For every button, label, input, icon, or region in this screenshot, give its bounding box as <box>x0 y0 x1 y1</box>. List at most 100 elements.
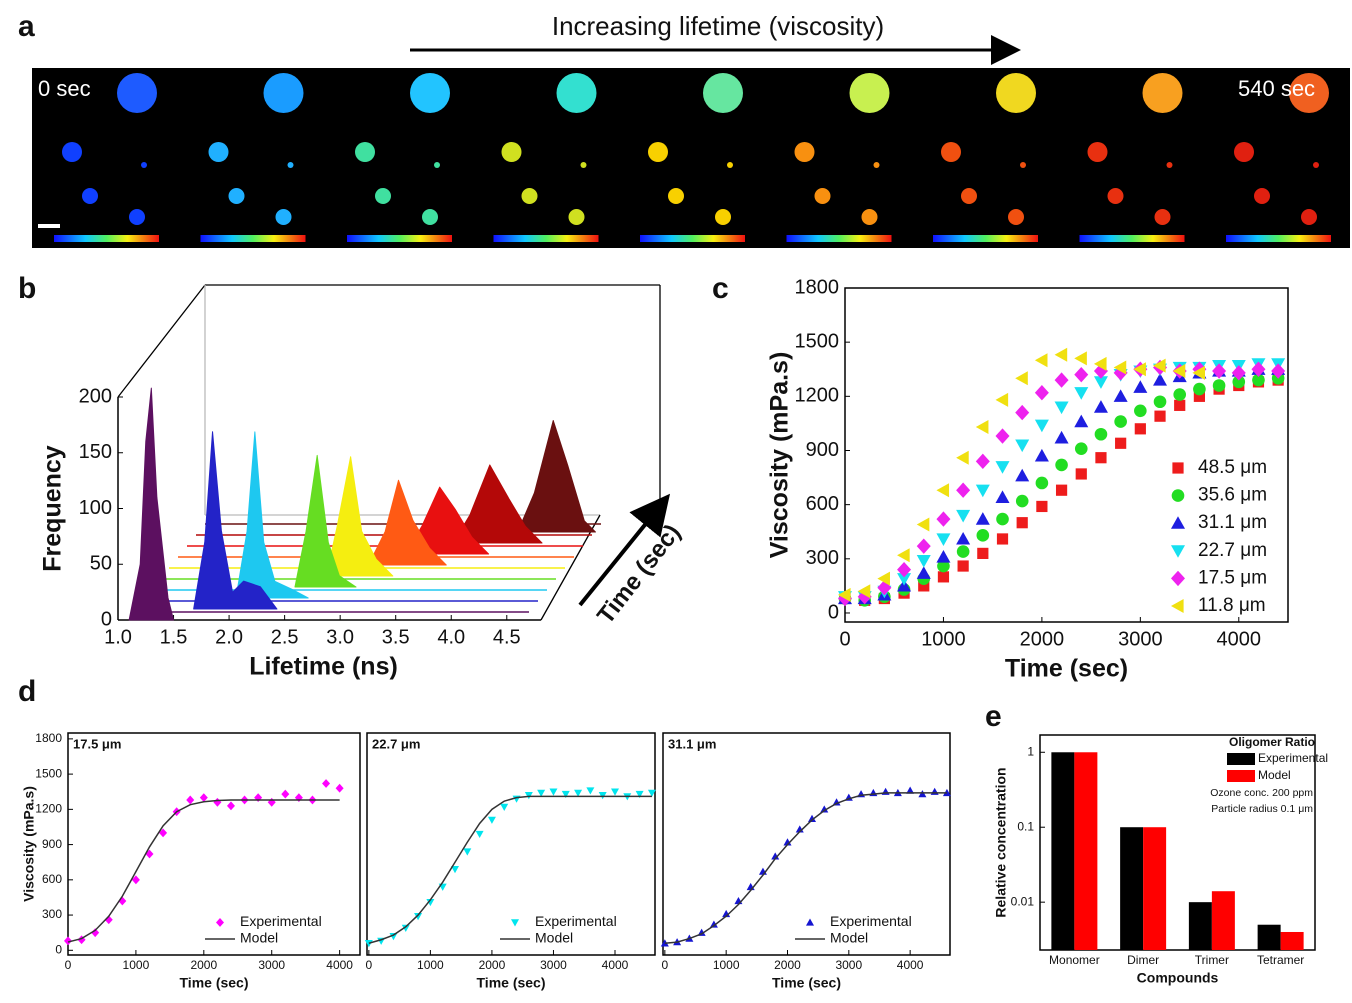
point <box>1113 360 1127 375</box>
point <box>463 848 472 856</box>
droplet <box>1008 209 1024 225</box>
droplet <box>422 209 438 225</box>
x-tick-label: 4000 <box>326 958 353 972</box>
bar <box>1074 752 1098 950</box>
point <box>1034 385 1049 401</box>
point <box>956 509 971 523</box>
point <box>897 573 912 586</box>
point <box>1054 347 1068 362</box>
x-tick-label: 1.0 <box>104 626 132 648</box>
point <box>322 779 331 788</box>
x-tick-label: 1000 <box>417 958 444 972</box>
point <box>918 790 927 798</box>
point <box>916 566 931 579</box>
point <box>216 918 224 927</box>
droplet <box>556 73 597 113</box>
note: Particle radius 0.1 μm <box>1211 803 1313 815</box>
point <box>64 936 72 946</box>
droplet <box>1301 209 1317 225</box>
droplet <box>580 162 587 168</box>
point <box>1114 415 1127 428</box>
point <box>1055 484 1068 496</box>
droplet <box>263 73 304 113</box>
x-tick-label: 1.5 <box>160 626 188 648</box>
point <box>1171 570 1185 587</box>
point <box>586 787 595 795</box>
droplet <box>410 73 450 113</box>
point <box>1094 427 1108 441</box>
point <box>1231 365 1246 381</box>
point <box>956 450 969 465</box>
point <box>1015 371 1028 386</box>
point <box>806 918 814 926</box>
point <box>857 584 871 599</box>
point <box>574 789 583 797</box>
x-tick-label: 3000 <box>835 958 862 972</box>
point <box>1134 423 1146 435</box>
bar <box>1280 931 1304 950</box>
x-tick-label: 2000 <box>1020 628 1065 650</box>
legend-title: Oligomer Ratio <box>1229 735 1315 749</box>
y-tick-label: 100 <box>79 497 112 519</box>
colorbar <box>54 235 159 242</box>
legend-swatch <box>1227 770 1255 782</box>
legend-swatch <box>1227 753 1255 765</box>
point <box>957 560 969 572</box>
point <box>1036 500 1048 513</box>
droplet <box>961 188 977 204</box>
x-tick-label: 3000 <box>1118 628 1163 650</box>
point <box>995 490 1010 504</box>
y-axis-label: Relative concentration <box>992 767 1008 917</box>
distribution <box>404 486 490 555</box>
panel-label: b <box>18 272 36 305</box>
point <box>598 792 607 800</box>
point <box>511 919 519 927</box>
point <box>936 550 951 563</box>
bar <box>1211 891 1235 950</box>
point <box>1074 351 1087 366</box>
y-axis-label: Viscosity (mPa.s) <box>20 786 36 902</box>
time-arrow <box>578 493 671 607</box>
x-axis-label: Lifetime (ns) <box>249 653 398 681</box>
point <box>549 788 558 796</box>
legend-label: 11.8 μm <box>1198 595 1266 616</box>
point <box>199 793 208 803</box>
x-tick-label: 1000 <box>123 958 150 972</box>
distribution <box>517 420 596 533</box>
point <box>389 933 398 941</box>
legend-label: 35.6 μm <box>1198 485 1267 506</box>
droplet <box>1234 142 1254 162</box>
y-tick-label: 0.01 <box>1011 894 1035 908</box>
droplet <box>501 142 522 162</box>
legend-label: 48.5 μm <box>1198 457 1267 478</box>
point <box>995 461 1010 474</box>
y-tick-label: 150 <box>79 441 112 463</box>
droplet <box>1289 73 1329 113</box>
point <box>426 898 435 907</box>
x-tick-label: 0 <box>366 958 373 972</box>
point <box>1035 476 1049 490</box>
point <box>996 512 1009 526</box>
droplet <box>873 162 880 168</box>
point <box>995 428 1010 444</box>
colorbar <box>640 235 745 242</box>
droplet <box>1142 73 1183 113</box>
y-tick-label: 50 <box>90 553 112 575</box>
droplet <box>715 209 731 225</box>
point <box>877 571 890 586</box>
droplet <box>228 188 245 204</box>
subtitle: 31.1 μm <box>668 736 716 751</box>
x-tick-label: 1000 <box>921 628 966 650</box>
point <box>906 786 915 794</box>
plot-frame <box>67 732 361 956</box>
point <box>937 571 950 583</box>
y-tick-label: 1500 <box>795 330 840 352</box>
point <box>1034 419 1049 433</box>
y-tick-label: 0 <box>828 601 839 623</box>
bar <box>1120 827 1144 950</box>
x-axis-label: Time (sec) <box>180 975 249 991</box>
legend-label: Experimental <box>240 913 322 929</box>
subtitle: 17.5 μm <box>73 736 121 751</box>
x-tick-label: 4.0 <box>437 626 465 648</box>
